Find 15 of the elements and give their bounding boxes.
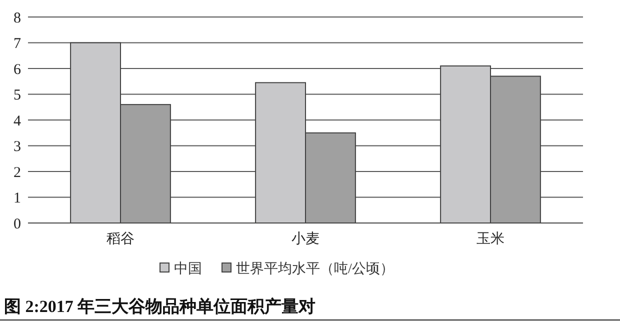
y-tick-label: 2 <box>14 164 21 181</box>
x-tick-label: 稻谷 <box>106 231 134 247</box>
y-tick-label: 5 <box>14 88 21 104</box>
y-tick-label: 7 <box>14 36 22 52</box>
text: 图 2:2017 年三大谷物品种单位面积产量对 <box>4 297 316 316</box>
y-tick-label: 1 <box>14 190 21 206</box>
y-tick-label: 8 <box>14 10 21 26</box>
y-tick-label: 0 <box>14 216 21 232</box>
y-tick-label: 4 <box>14 113 22 130</box>
y-tick-label: 6 <box>14 62 22 78</box>
legend-label: 世界平均水平（吨/公顷） <box>236 260 394 277</box>
y-tick-label: 3 <box>14 139 21 155</box>
x-tick-label: 小麦 <box>292 231 320 247</box>
x-tick-label: 玉米 <box>476 231 504 247</box>
legend-label: 中国 <box>174 260 202 277</box>
